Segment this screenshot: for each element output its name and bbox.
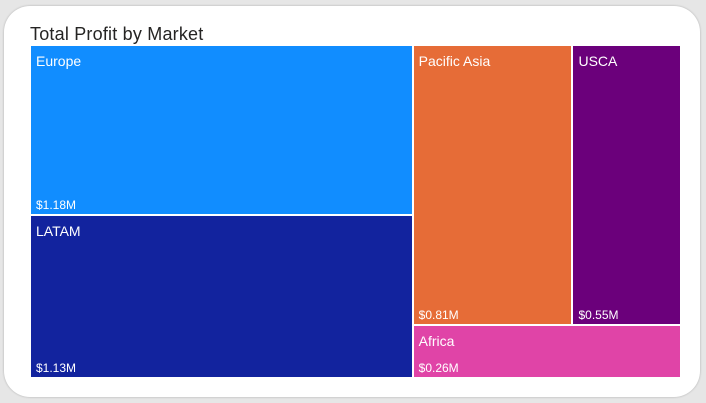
tile-category-label: Europe (36, 53, 82, 69)
treemap-tile-usca[interactable]: USCA $0.55M (573, 46, 680, 324)
tile-category-label: Pacific Asia (418, 53, 491, 69)
tile-category-label: Africa (418, 332, 455, 349)
treemap-tile-pacific-asia[interactable]: Pacific Asia $0.81M (413, 46, 572, 324)
tile-value-label: $0.55M (578, 307, 619, 322)
visual-title: Total Profit by Market (30, 24, 204, 44)
tile-value-label: $1.13M (36, 360, 77, 375)
tile-value-label: $0.81M (418, 307, 459, 322)
tile-value-label: $1.18M (36, 198, 77, 213)
tile-category-label: USCA (578, 53, 618, 69)
treemap-tile-latam[interactable]: LATAM $1.13M (31, 216, 412, 377)
tile-value-label: $0.26M (418, 360, 459, 375)
treemap-tile-africa[interactable]: Africa $0.26M (413, 325, 680, 377)
treemap-visual-card: Total Profit by Market Europe $1.18M LATAM… (4, 6, 700, 397)
treemap-tile-europe[interactable]: Europe $1.18M (31, 46, 412, 215)
tile-category-label: LATAM (36, 223, 81, 240)
